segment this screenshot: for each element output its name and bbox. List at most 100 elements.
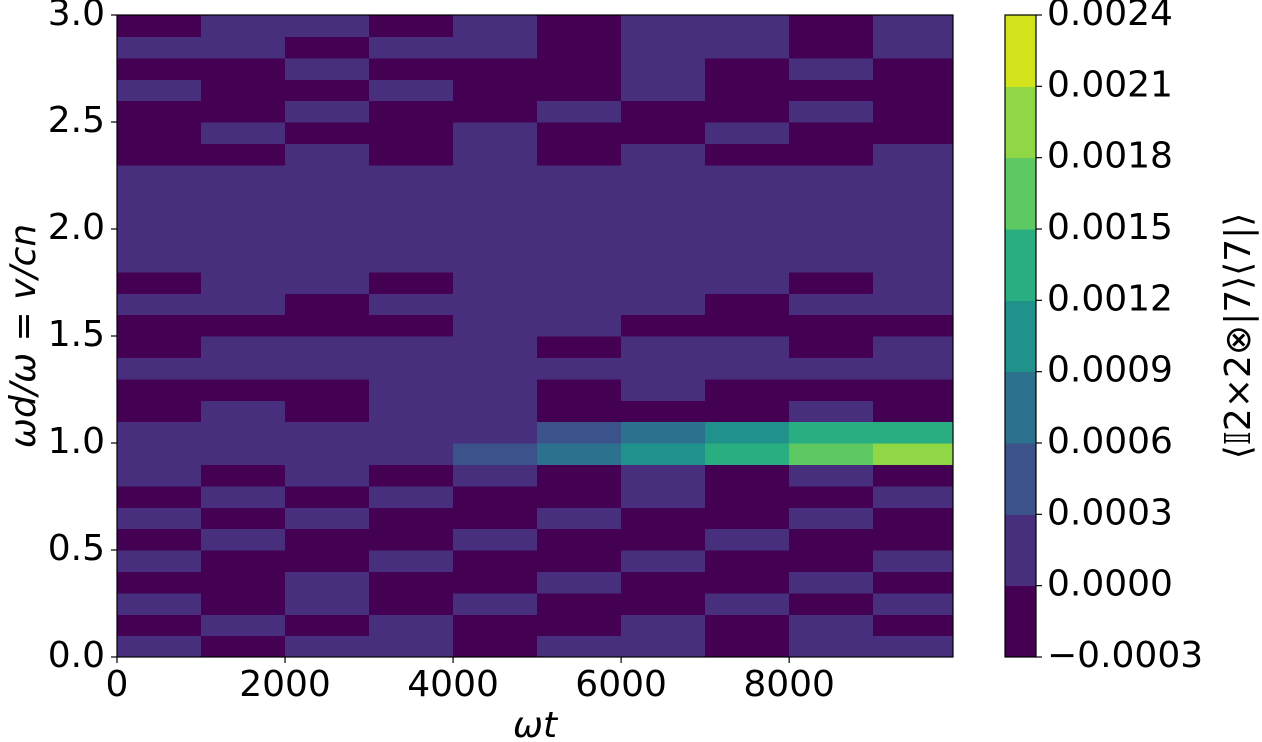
contour-cell — [621, 314, 706, 337]
contour-cell — [369, 164, 454, 187]
contour-cell — [621, 293, 706, 316]
x-tick-label: 2000 — [239, 664, 331, 705]
colorbar-band — [1005, 514, 1036, 587]
contour-cell — [789, 550, 874, 572]
x-tick-label: 8000 — [743, 664, 835, 705]
y-tick-label: 2.0 — [48, 207, 105, 248]
contour-cell — [705, 635, 790, 658]
contour-cell — [369, 207, 454, 230]
contour-cell — [621, 15, 706, 37]
contour-cell — [285, 100, 370, 123]
y-tick-label: 0.0 — [48, 635, 105, 676]
contour-cell — [705, 143, 790, 166]
contour-cell — [789, 336, 874, 358]
contour-cell — [285, 550, 370, 572]
contour-cell — [201, 464, 286, 487]
contour-cell — [705, 164, 790, 187]
contour-cell — [453, 229, 538, 251]
contour-cell — [369, 614, 454, 637]
contour-cell — [285, 378, 370, 401]
contour-cell — [201, 271, 286, 294]
contour-cell — [369, 122, 454, 144]
contour-cell — [117, 550, 202, 572]
contour-cell — [537, 357, 622, 380]
contour-cell — [789, 79, 874, 102]
contour-cell — [453, 421, 538, 444]
contour-cell — [537, 443, 622, 465]
contour-cell — [621, 357, 706, 380]
colorbar-band — [1005, 15, 1036, 87]
contour-cell — [285, 528, 370, 551]
contour-cell — [285, 15, 370, 37]
contour-cell — [705, 378, 790, 401]
contour-cell — [369, 421, 454, 444]
contour-cell — [117, 464, 202, 487]
contour-cell — [117, 100, 202, 123]
contour-cell — [537, 485, 622, 508]
contour-cell — [621, 528, 706, 551]
contour-cell — [201, 314, 286, 337]
contour-cell — [873, 122, 954, 144]
colorbar — [1005, 15, 1036, 658]
contour-cell — [621, 485, 706, 508]
contour-cell — [201, 378, 286, 401]
contour-cell — [705, 15, 790, 37]
colorbar-band — [1005, 300, 1036, 373]
contour-cell — [621, 271, 706, 294]
contour-cell — [873, 485, 954, 508]
contour-cell — [705, 336, 790, 358]
contour-cell — [453, 79, 538, 102]
contour-cell — [117, 421, 202, 444]
contour-cell — [117, 400, 202, 423]
contour-cell — [621, 336, 706, 358]
contour-cell — [537, 100, 622, 123]
contour-cell — [369, 15, 454, 37]
contour-cell — [201, 550, 286, 572]
contour-cell — [537, 122, 622, 144]
contour-cell — [537, 464, 622, 487]
contour-cell — [369, 400, 454, 423]
contour-cell — [369, 378, 454, 401]
contour-cell — [621, 143, 706, 166]
contour-cell — [285, 186, 370, 209]
y-tick-label: 3.0 — [48, 0, 105, 34]
contour-cell — [285, 507, 370, 530]
contour-cell — [201, 250, 286, 273]
contour-cell — [285, 357, 370, 380]
contour-cell — [537, 57, 622, 80]
contour-cell — [537, 79, 622, 102]
contour-cell — [201, 635, 286, 658]
colorbar-tick-label: −0.0003 — [1047, 635, 1203, 676]
contour-cell — [621, 79, 706, 102]
contour-cell — [201, 507, 286, 530]
contour-cell — [873, 271, 954, 294]
contour-cell — [873, 79, 954, 102]
contour-cell — [537, 592, 622, 615]
contour-cell — [705, 250, 790, 273]
contour-cell — [705, 207, 790, 230]
contour-cell — [453, 571, 538, 594]
contour-cell — [789, 250, 874, 273]
contour-cell — [117, 143, 202, 166]
contour-cell — [285, 635, 370, 658]
contour-cell — [285, 464, 370, 487]
contour-cell — [621, 464, 706, 487]
contour-cell — [117, 485, 202, 508]
contour-cell — [705, 421, 790, 444]
x-tick-label: 4000 — [407, 664, 499, 705]
contour-cell — [285, 421, 370, 444]
contour-cell — [201, 143, 286, 166]
contour-cell — [789, 464, 874, 487]
contour-cell — [117, 592, 202, 615]
contour-cell — [285, 164, 370, 187]
contour-cell — [705, 229, 790, 251]
contour-cell — [369, 143, 454, 166]
contour-cell — [789, 635, 874, 658]
colorbar-tick-label: 0.0018 — [1047, 136, 1173, 177]
contour-cell — [285, 571, 370, 594]
contour-cell — [789, 186, 874, 209]
contour-cell — [285, 336, 370, 358]
contour-cell — [537, 614, 622, 637]
contour-cell — [369, 550, 454, 572]
